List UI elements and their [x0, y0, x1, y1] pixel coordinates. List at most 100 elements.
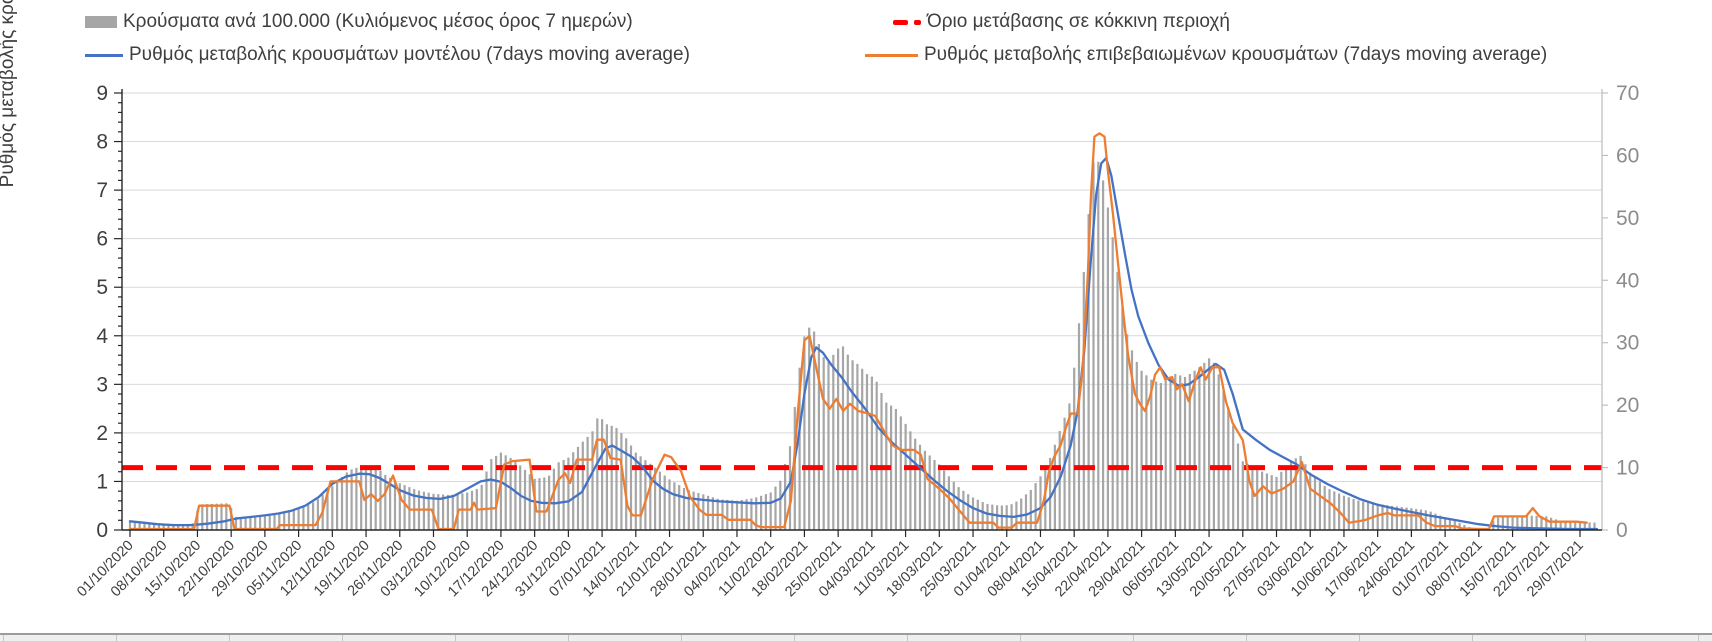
cell-divider [455, 635, 456, 641]
bar [875, 381, 878, 530]
bar [904, 423, 907, 530]
bar [909, 431, 912, 530]
bar [1289, 461, 1293, 530]
bar [1029, 490, 1032, 530]
legend-label: Ρυθμός μεταβολής κρουσμάτων μοντέλου (7d… [129, 44, 690, 65]
y-axis-right-label: 50 [1616, 207, 1639, 230]
bar [1164, 380, 1167, 530]
bar [1034, 483, 1037, 530]
bar [1183, 376, 1187, 530]
bar [379, 470, 382, 530]
bar [1169, 377, 1172, 530]
bar [1265, 473, 1268, 530]
bar [206, 504, 209, 530]
y-axis-left-label: 8 [96, 131, 108, 154]
bar [658, 471, 661, 530]
bar [1000, 505, 1003, 530]
cell-divider [1133, 635, 1134, 641]
bar [933, 460, 936, 530]
bar [398, 483, 401, 530]
bar [1217, 374, 1220, 530]
bar [740, 499, 743, 530]
bar [254, 517, 257, 530]
bar [923, 450, 926, 530]
bar [1193, 370, 1196, 530]
y-axis-left-label: 7 [96, 179, 108, 202]
legend-item-confirmed-rate: Ρυθμός μεταβολής επιβεβαιωμένων κρουσμάτ… [865, 44, 1547, 66]
bar [153, 523, 156, 530]
bar [1299, 455, 1302, 530]
bar [841, 346, 845, 530]
bar [538, 478, 541, 530]
bar [726, 499, 729, 530]
cell-divider [907, 635, 908, 641]
bar [605, 424, 608, 530]
bar [1130, 350, 1134, 530]
bar [1121, 307, 1124, 530]
cell-divider [342, 635, 343, 641]
bar [1386, 505, 1389, 530]
bar [1448, 519, 1451, 530]
cell-divider [794, 635, 795, 641]
bar [1024, 494, 1028, 530]
bar [128, 520, 132, 530]
bar [283, 513, 286, 530]
bar [1270, 475, 1273, 530]
bar [1063, 417, 1066, 530]
bar [1545, 516, 1548, 530]
bar [668, 479, 671, 530]
bar [788, 446, 792, 530]
y-axis-left-label: 5 [96, 276, 108, 299]
bar [1419, 509, 1423, 530]
bar [523, 469, 527, 530]
model-line [128, 156, 1599, 531]
bar [177, 524, 180, 530]
bar [779, 480, 782, 530]
cell-divider [116, 635, 117, 641]
bar [278, 514, 281, 530]
bar [1280, 471, 1283, 530]
bar [620, 433, 623, 530]
bar [1275, 476, 1278, 530]
bar [336, 481, 339, 530]
bar [292, 509, 295, 530]
bar [1155, 381, 1158, 530]
bar [244, 517, 247, 530]
bar [1415, 508, 1418, 530]
bar [673, 482, 676, 530]
bar [1511, 516, 1514, 530]
bar [1082, 272, 1085, 530]
bar [793, 406, 796, 530]
bar [991, 504, 994, 530]
y-axis-left-label: 0 [96, 519, 108, 542]
bar [1126, 334, 1129, 530]
bar [610, 425, 613, 530]
bar [437, 494, 440, 530]
bar [692, 491, 695, 530]
bar [760, 495, 763, 530]
bar [976, 499, 979, 530]
bar [1564, 521, 1567, 530]
legend-item-threshold: Όριο μετάβασης σε κόκκινη περιοχή [893, 11, 1230, 33]
bar [735, 500, 739, 530]
bar [803, 336, 806, 530]
bar [1357, 500, 1360, 530]
legend-label: Όριο μετάβασης σε κόκκινη περιοχή [927, 11, 1230, 32]
bar [1097, 161, 1100, 531]
bar [442, 494, 445, 530]
y-axis-left-label: 2 [96, 422, 108, 445]
bar [1135, 361, 1138, 530]
bar [764, 494, 767, 530]
bar [446, 494, 449, 530]
bar [234, 517, 238, 530]
bar [403, 485, 406, 530]
bar [576, 446, 580, 530]
bar [813, 331, 816, 530]
bar [393, 480, 397, 530]
bar [157, 523, 160, 530]
bar [1506, 516, 1509, 530]
bar [596, 418, 599, 530]
bar [682, 488, 686, 530]
y-axis-right-label: 60 [1616, 144, 1639, 167]
